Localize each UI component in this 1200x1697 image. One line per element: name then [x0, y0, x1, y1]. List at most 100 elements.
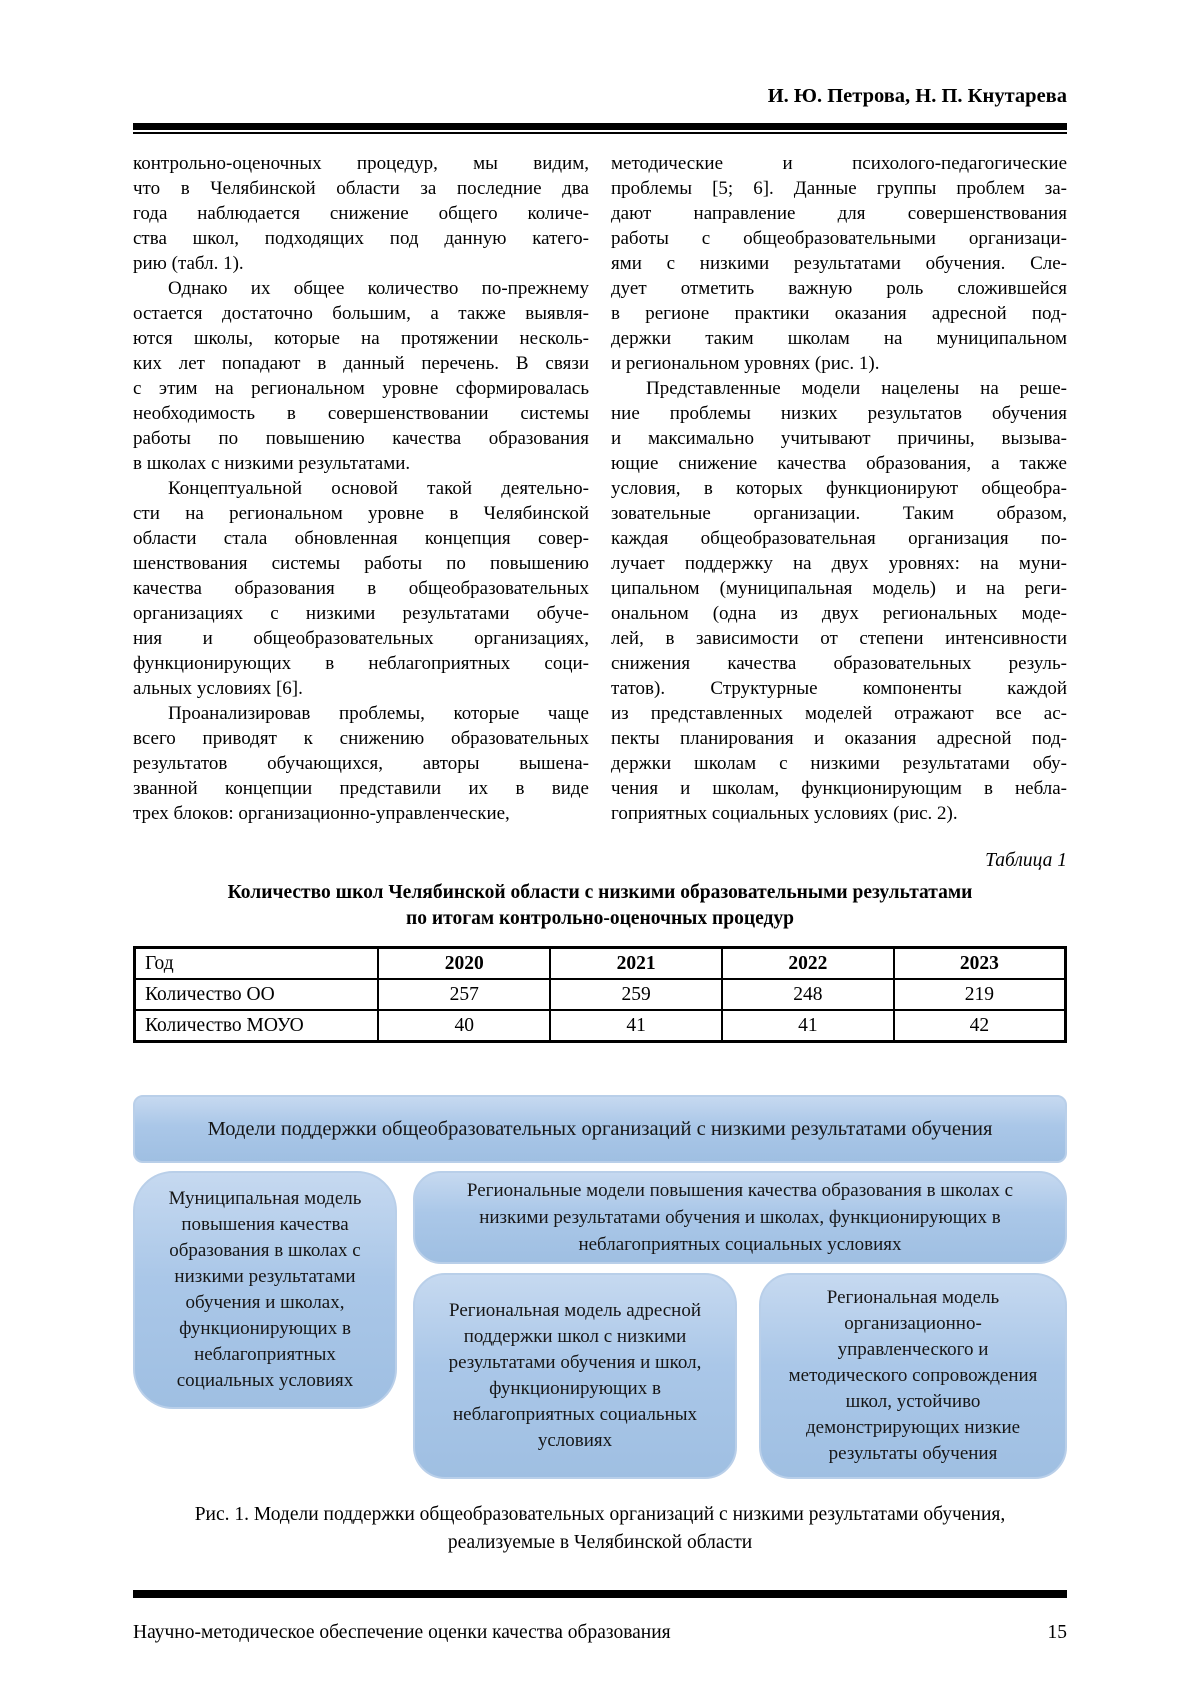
- text-line: альных условиях [6].: [133, 678, 303, 699]
- text-line: проблемы [5; 6]. Данные группы проблем з…: [611, 178, 1067, 199]
- text-line: условия, в которых функционируют общеобр…: [611, 478, 1067, 499]
- column-left: контрольно-оценочных процедур, мы видим,…: [133, 151, 589, 826]
- text-line: и максимально учитывают причины, вызыва-: [611, 428, 1067, 449]
- footer-line: Научно-методическое обеспечение оценки к…: [133, 1620, 1067, 1646]
- table-cell: 40: [377, 1009, 552, 1043]
- text-line: ями с низкими результатами обучения. Сле…: [611, 253, 1067, 274]
- text-line: и региональном уровнях (рис. 1).: [611, 353, 880, 374]
- figure-body: Муниципальная модель повышения качества …: [133, 1171, 1067, 1479]
- figure-box-regional-wide: Региональные модели повышения качества о…: [413, 1171, 1067, 1264]
- text-line: ства школ, подходящих под данную катего-: [133, 228, 589, 249]
- schools-table: Год 2020 2021 2022 2023 Количество ОО 257 259 24…: [133, 946, 1067, 1043]
- text-line: шенствования системы работы по повышению: [133, 553, 589, 574]
- text-line: в школах с низкими результатами.: [133, 453, 411, 474]
- table-row: Количество МОУО 40 41 41 42: [133, 1009, 1067, 1043]
- text-line: остается достаточно большим, а также выя…: [133, 303, 589, 324]
- figure-1: Модели поддержки общеобразовательных орг…: [133, 1095, 1067, 1479]
- text-line: сти на региональном уровне в Челябинской: [133, 503, 589, 524]
- table-title-line2: по итогам контрольно-оценочных процедур: [406, 908, 794, 929]
- text-line: ются школы, которые на протяжении нескол…: [133, 328, 589, 349]
- text-line: зовательные организации. Таким образом,: [611, 503, 1067, 524]
- figure-banner: Модели поддержки общеобразовательных орг…: [133, 1095, 1067, 1163]
- table-cell: 41: [720, 1009, 895, 1043]
- table-cell: 2021: [549, 946, 723, 980]
- text-line: дует отметить важную роль сложившейся: [611, 278, 1067, 299]
- footer-running-title: Научно-методическое обеспечение оценки к…: [133, 1622, 671, 1643]
- table-cell: 2020: [377, 946, 552, 980]
- text-line: держки таким школам на муниципальном: [611, 328, 1067, 349]
- text-line: Представленные модели нацелены на реше-: [646, 378, 1067, 399]
- text-line: Однако их общее количество по-прежнему: [168, 278, 589, 299]
- text-line: с этим на региональном уровне сформирова…: [133, 378, 589, 399]
- text-line: организациях с низкими результатами обуч…: [133, 603, 589, 624]
- text-line: года наблюдается снижение общего количе-: [133, 203, 589, 224]
- body-columns: контрольно-оценочных процедур, мы видим,…: [133, 151, 1067, 826]
- header-rule-thick: [133, 123, 1067, 130]
- text-line: работы по повышению качества образования: [133, 428, 589, 449]
- table-label: Таблица 1: [985, 850, 1067, 871]
- column-right: методические и психолого-педагогические п…: [611, 151, 1067, 826]
- text-line: в регионе практики оказания адресной под…: [611, 303, 1067, 324]
- text-line: функционирующих в неблагоприятных соци-: [133, 653, 589, 674]
- text-line: ципальном (муниципальная модель) и на ре…: [611, 578, 1067, 599]
- text-line: ния и общеобразовательных организациях,: [133, 628, 589, 649]
- page-footer: Научно-методическое обеспечение оценки к…: [133, 1590, 1067, 1697]
- text-line: качества образования в общеобразовательн…: [133, 578, 589, 599]
- footer-rule: [133, 1590, 1067, 1598]
- text-line: трех блоков: организационно-управленческ…: [133, 803, 510, 824]
- text-line: контрольно-оценочных процедур, мы видим,: [133, 153, 589, 174]
- figure-bottom-row: Региональная модель адресной поддержки ш…: [413, 1273, 1067, 1479]
- table-cell: 259: [549, 978, 723, 1011]
- text-line: лучает поддержку на двух уровнях: на мун…: [611, 553, 1067, 574]
- header-authors: И. Ю. Петрова, Н. П. Кнутарева: [767, 85, 1067, 107]
- text-line: работы с общеобразовательными организаци…: [611, 228, 1067, 249]
- text-line: методические и психолого-педагогические: [611, 153, 1067, 174]
- text-line: татов). Структурные компоненты каждой: [611, 678, 1067, 699]
- figure-box-regional-org: Региональная модель организационно-управ…: [759, 1273, 1067, 1479]
- table-title-line1: Количество школ Челябинской области с ни…: [227, 882, 973, 903]
- text-line: ональном (одна из двух региональных моде…: [611, 603, 1067, 624]
- table-cell: 41: [549, 1009, 723, 1043]
- table-row: Количество ОО 257 259 248 219: [133, 978, 1067, 1011]
- text-line: каждая общеобразовательная организация п…: [611, 528, 1067, 549]
- table-cell: 219: [892, 978, 1067, 1011]
- text-line: результатов обучающихся, авторы вышена-: [133, 753, 589, 774]
- figure-right-area: Региональные модели повышения качества о…: [413, 1171, 1067, 1479]
- text-line: гоприятных социальных условиях (рис. 2).: [611, 803, 958, 824]
- figure-caption: Рис. 1. Модели поддержки общеобразовател…: [133, 1501, 1067, 1557]
- table-cell: 248: [720, 978, 895, 1011]
- figure-caption-line2: реализуемые в Челябинской области: [447, 1532, 753, 1553]
- text-line: снижения качества образовательных резуль…: [611, 653, 1067, 674]
- text-line: держки школам с низкими результатами обу…: [611, 753, 1067, 774]
- table-title: Количество школ Челябинской области с ни…: [133, 880, 1067, 932]
- table-cell: 42: [892, 1009, 1067, 1043]
- table-cell: 2023: [892, 946, 1067, 980]
- figure-caption-line1: Рис. 1. Модели поддержки общеобразовател…: [194, 1504, 1006, 1525]
- text-line: лей, в зависимости от степени интенсивно…: [611, 628, 1067, 649]
- header-rule-thin: [133, 132, 1067, 134]
- figure-box-regional-targeted: Региональная модель адресной поддержки ш…: [413, 1273, 738, 1479]
- table-cell: Год: [133, 946, 380, 980]
- table-cell: Количество ОО: [133, 978, 380, 1011]
- text-line: званной концепции представили их в виде: [133, 778, 589, 799]
- text-line: дают направление для совершенствования: [611, 203, 1067, 224]
- text-line: из представленных моделей отражают все а…: [611, 703, 1067, 724]
- text-line: рию (табл. 1).: [133, 253, 244, 274]
- footer-page-number: 15: [1047, 1622, 1068, 1643]
- table-cell: 2022: [720, 946, 895, 980]
- text-line: ние проблемы низких результатов обучения: [611, 403, 1067, 424]
- text-line: что в Челябинской области за последние д…: [133, 178, 589, 199]
- text-line: Проанализировав проблемы, которые чаще: [168, 703, 589, 724]
- text-line: области стала обновленная концепция сове…: [133, 528, 589, 549]
- text-line: ких лет попадают в данный перечень. В св…: [133, 353, 589, 374]
- text-line: необходимость в совершенствовании систем…: [133, 403, 589, 424]
- text-line: Концептуальной основой такой деятельно-: [168, 478, 589, 499]
- header-rule: [133, 123, 1067, 134]
- table-cell: Количество МОУО: [133, 1009, 380, 1043]
- text-line: всего приводят к снижению образовательны…: [133, 728, 589, 749]
- text-line: ющие снижение качества образования, а та…: [611, 453, 1067, 474]
- header-rule-gap: [133, 130, 1067, 132]
- table-row: Год 2020 2021 2022 2023: [133, 946, 1067, 980]
- figure-box-municipal: Муниципальная модель повышения качества …: [133, 1171, 397, 1409]
